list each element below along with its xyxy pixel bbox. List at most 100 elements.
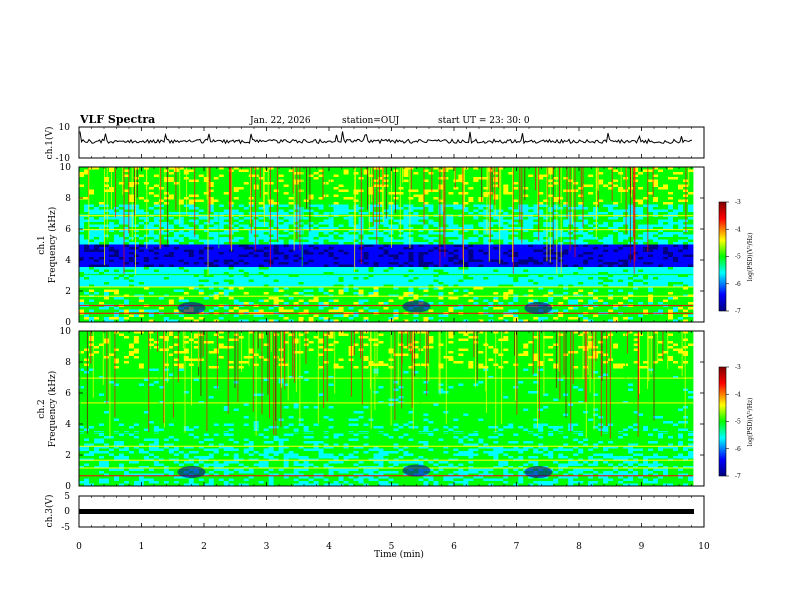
spectrogram-cell	[303, 249, 310, 253]
spectrogram-cell	[338, 209, 344, 213]
spectrogram-cell	[343, 224, 349, 228]
spectrogram-cell	[93, 247, 100, 250]
spectrogram-cell	[208, 314, 215, 318]
spectrogram-cell	[278, 182, 285, 185]
spectrogram-cell	[383, 272, 389, 275]
spectrogram-cell	[233, 194, 240, 198]
spectrogram-cell	[393, 317, 399, 320]
spectrogram-cell	[223, 249, 230, 253]
spectrogram-cell	[268, 269, 275, 273]
spectrogram-cell	[123, 167, 130, 170]
spectrogram-cell	[238, 314, 245, 318]
spectrogram-cell	[208, 167, 215, 170]
spectrogram-cell	[308, 292, 315, 295]
spectrogram-cell	[283, 247, 290, 250]
spectrogram-cell	[158, 252, 165, 255]
spectrogram-cell	[273, 319, 280, 323]
spectrogram-cell	[253, 267, 260, 270]
spectrogram-cell	[253, 259, 260, 263]
spectrogram-cell	[348, 204, 354, 208]
spectrogram-cell	[443, 309, 449, 313]
spectrogram-cell	[423, 184, 429, 188]
spectrogram-cell	[468, 289, 474, 293]
spectrogram-cell	[433, 212, 439, 215]
spectrogram-cell	[243, 199, 250, 203]
spectrogram-cell	[163, 297, 170, 300]
spectrogram-cell	[418, 254, 424, 258]
spectrogram-cell	[378, 282, 384, 285]
spectrogram-cell	[148, 282, 155, 285]
spectrogram-cell	[328, 237, 334, 240]
spectrogram-cell	[93, 234, 100, 238]
spectrogram-cell	[288, 267, 295, 270]
spectrogram-cell	[123, 272, 130, 275]
spectrogram-cell	[403, 254, 409, 258]
spectrogram-cell	[288, 179, 295, 183]
spectrogram-cell	[208, 289, 215, 293]
spectrogram-cell	[198, 297, 205, 300]
spectrogram-cell	[428, 189, 434, 193]
spectrogram-cell	[333, 319, 339, 323]
spectrogram-cell	[273, 262, 280, 265]
spectrogram-cell	[288, 217, 295, 220]
ch1-voltage-panel: 10 -10 ch.1(V)	[44, 123, 705, 164]
spectrogram-cell	[83, 237, 90, 240]
spectrogram-cell	[128, 242, 135, 245]
spectrogram-cell	[363, 267, 369, 270]
spectrogram-cell	[93, 257, 100, 260]
spectrogram-cell	[178, 259, 185, 263]
spectrogram-cell	[313, 264, 320, 268]
spectrogram-cell	[83, 317, 90, 320]
spectrogram-cell	[118, 217, 125, 220]
spectrogram-cell	[178, 179, 185, 183]
spectrogram-cell	[433, 282, 439, 285]
spectrogram-cell	[413, 182, 419, 185]
spectrogram-cell	[113, 209, 120, 213]
spectrogram-cell	[288, 197, 295, 200]
spectrogram-cell	[398, 224, 404, 228]
spectrogram-cell	[423, 317, 429, 320]
spectrogram-cell	[113, 249, 120, 253]
spectrogram-cell	[138, 227, 145, 230]
spectrogram-cell	[198, 229, 205, 233]
spectrogram-cell	[428, 187, 434, 190]
spectrogram-cell	[398, 239, 404, 243]
spectrogram-cell	[228, 297, 235, 300]
spectrogram-cell	[228, 284, 235, 288]
spectrogram-cell	[458, 217, 464, 220]
spectrogram-cell	[93, 217, 100, 220]
spectrogram-cell	[203, 292, 210, 295]
spectrogram-cell	[308, 232, 315, 235]
spectrogram-cell	[138, 224, 145, 228]
spectrogram-cell	[328, 252, 334, 255]
spectrogram-cell	[428, 217, 434, 220]
spectrogram-cell	[283, 274, 290, 278]
spectrogram-cell	[248, 239, 255, 243]
spectrogram-cell	[368, 254, 374, 258]
spectrogram-cell	[393, 279, 399, 283]
spectrogram-cell	[118, 302, 125, 305]
spectrogram-cell	[253, 277, 260, 280]
spectrogram-cell	[458, 309, 464, 313]
spectrogram-cell	[258, 267, 265, 270]
spectrogram-cell	[478, 227, 484, 230]
spectrogram-cell	[328, 297, 334, 300]
spectrogram-cell	[243, 167, 250, 170]
spectrogram-cell	[158, 317, 165, 320]
spectrogram-cell	[198, 217, 205, 220]
spectrogram-cell	[88, 279, 95, 283]
spectrogram-cell	[288, 282, 295, 285]
spectrogram-cell	[253, 254, 260, 258]
spectrogram-cell	[418, 269, 424, 273]
spectrogram-cell	[143, 254, 150, 258]
spectrogram-cell	[113, 224, 120, 228]
spectrogram-cell	[323, 244, 329, 248]
spectrogram-cell	[328, 174, 334, 178]
spectrogram-cell	[353, 184, 359, 188]
spectrogram-cell	[203, 194, 210, 198]
spectrogram-cell	[453, 264, 459, 268]
spectrogram-cell	[93, 184, 100, 188]
spectrogram-cell	[263, 212, 270, 215]
spectrogram-cell	[148, 224, 155, 228]
spectrogram-cell	[93, 177, 100, 180]
